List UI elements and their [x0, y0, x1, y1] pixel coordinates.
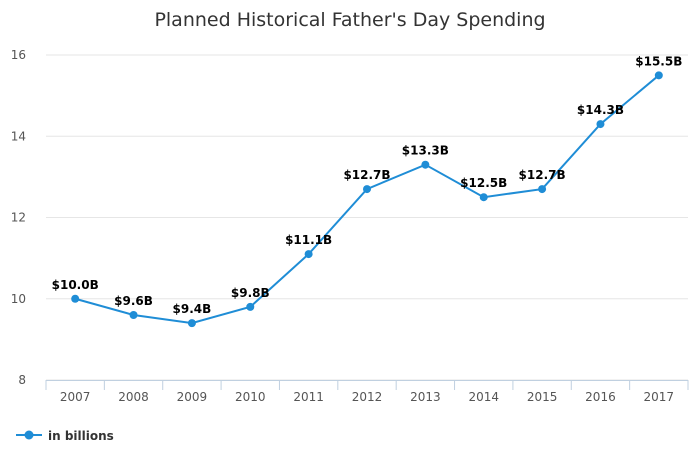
data-label: $10.0B [52, 278, 99, 292]
x-tick-label: 2016 [585, 390, 616, 404]
data-label: $14.3B [577, 103, 624, 117]
data-label: $12.7B [519, 168, 566, 182]
data-point[interactable] [363, 185, 371, 194]
data-point[interactable] [421, 160, 430, 169]
data-label: $11.1B [285, 233, 332, 247]
chart-title: Planned Historical Father's Day Spending [154, 9, 545, 31]
y-tick-label: 8 [18, 373, 26, 387]
data-point[interactable] [246, 302, 255, 311]
legend-label: in billions [48, 429, 114, 443]
data-point[interactable] [71, 294, 80, 303]
x-tick-label: 2012 [352, 390, 383, 404]
x-tick-label: 2017 [644, 390, 675, 404]
x-tick-label: 2010 [235, 390, 266, 404]
series-line-in-billions [74, 74, 660, 325]
y-tick-label: 16 [11, 48, 26, 62]
data-point[interactable] [596, 120, 605, 129]
x-tick-label: 2015 [527, 390, 558, 404]
data-label: $13.3B [402, 144, 449, 158]
x-tick-label: 2013 [410, 390, 441, 404]
x-tick-label: 2011 [293, 390, 324, 404]
data-label-layer: $10.0B $9.6B $9.4B $9.8B $11.1B $12.7B $13.3B $… [52, 54, 683, 316]
x-tick-label: 2009 [177, 390, 208, 404]
data-point[interactable] [654, 71, 663, 80]
data-point[interactable] [479, 193, 488, 202]
data-label: $9.8B [231, 286, 270, 300]
y-tick-label: 10 [11, 292, 26, 306]
x-tick-label: 2007 [60, 390, 91, 404]
data-point[interactable] [187, 319, 196, 328]
legend-point-marker [24, 430, 34, 440]
data-label: $12.5B [460, 176, 507, 190]
series-layer [71, 71, 663, 328]
y-tick-label: 12 [11, 211, 26, 225]
data-label: $9.4B [173, 302, 212, 316]
x-tick-label: 2014 [468, 390, 499, 404]
y-tick-label: 14 [11, 129, 26, 143]
data-point[interactable] [129, 311, 138, 319]
x-tick-label: 2008 [118, 390, 149, 404]
legend[interactable]: in billions [16, 429, 114, 443]
data-label: $12.7B [343, 168, 390, 182]
data-point[interactable] [304, 250, 313, 259]
data-point[interactable] [538, 185, 547, 194]
data-label: $15.5B [635, 54, 682, 68]
data-label: $9.6B [114, 294, 153, 308]
axis-layer: 8 10 12 14 16 2007 2008 2009 2010 2011 2012 2013 201… [11, 48, 689, 404]
